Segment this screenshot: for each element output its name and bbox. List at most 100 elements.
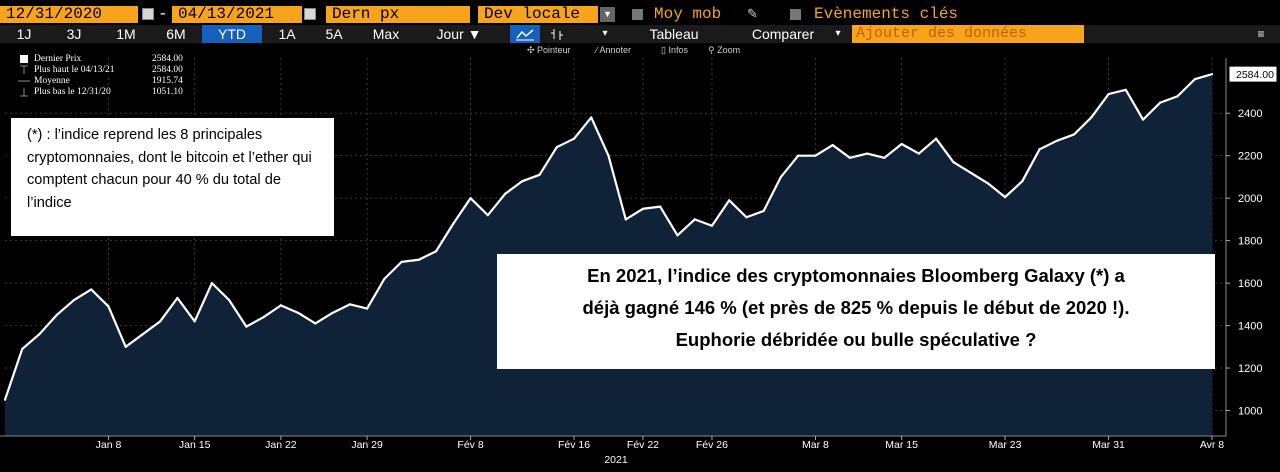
- moving-average-label[interactable]: Moy mob: [654, 5, 722, 23]
- price-line-segment: [452, 197, 472, 225]
- price-line-segment: [986, 182, 1007, 199]
- price-line-segment: [331, 303, 351, 314]
- zoom-tool[interactable]: ⚲ Zoom: [708, 45, 741, 55]
- range-6m[interactable]: 6M: [166, 26, 186, 42]
- checkbox[interactable]: [790, 9, 801, 20]
- x-axis-ticks: Jan 8 Jan 15 Jan 22 Jan 29 Fév 8 Fév 16 Fév 22…: [96, 436, 1224, 451]
- price-line-segment: [952, 160, 972, 174]
- price-line-segment: [383, 260, 403, 280]
- price-line-segment: [521, 173, 541, 183]
- price-line-segment: [676, 218, 696, 237]
- checkbox[interactable]: [632, 9, 643, 20]
- toolbar-ranges: 1J 3J 1M 6M YTD 1A 5A Max Jour ▼ ▾ Table…: [0, 25, 1280, 43]
- range-5y[interactable]: 5A: [325, 26, 343, 42]
- x-tick-label: Jan 15: [179, 439, 211, 451]
- price-line-segment: [366, 277, 386, 310]
- hamburger-icon[interactable]: ≡: [1257, 27, 1265, 41]
- price-line-segment: [245, 315, 265, 328]
- price-line-segment: [90, 288, 110, 308]
- price-line-segment: [917, 137, 938, 155]
- annotate-label: Annoter: [599, 45, 632, 55]
- headline-line-2: déjà gagné 146 % (et près de 825 % depui…: [582, 297, 1130, 318]
- price-line-segment: [779, 154, 800, 179]
- legend-value-last: 2584.00: [152, 54, 183, 64]
- currency-selector[interactable]: Dev locale: [478, 6, 598, 23]
- calendar-icon[interactable]: [304, 8, 316, 20]
- price-line-segment: [1090, 93, 1110, 119]
- price-line-segment: [1055, 133, 1076, 142]
- y-tick-label: 2000: [1238, 193, 1262, 205]
- last-price-box: [1228, 65, 1278, 83]
- end-date-field[interactable]: 04/13/2021: [172, 6, 302, 23]
- pointer-tool[interactable]: ✣ Pointeur: [527, 45, 571, 55]
- price-line-segment: [1124, 88, 1145, 121]
- price-line-segment: [590, 116, 610, 157]
- range-ytd[interactable]: YTD: [202, 25, 262, 43]
- price-line-segment: [572, 116, 593, 140]
- price-line-segment: [624, 207, 645, 221]
- price-line-segment: [400, 258, 420, 263]
- price-line-segment: [728, 199, 748, 219]
- price-line-segment: [124, 332, 145, 348]
- annotate-tool[interactable]: ⁄ Annoter: [596, 45, 632, 55]
- price-line-segment: [503, 180, 524, 196]
- toolbar-top: 12/31/2020 - 04/13/2021 Dern px Dev loca…: [0, 6, 1280, 24]
- x-tick-label: Avr 8: [1200, 439, 1224, 451]
- price-field-selector[interactable]: Dern px: [326, 6, 470, 23]
- price-line-segment: [38, 313, 58, 336]
- price-line-segment: [279, 304, 300, 314]
- calendar-icon[interactable]: [142, 8, 154, 20]
- y-tick-label: 1200: [1238, 363, 1262, 375]
- zoom-label: Zoom: [717, 45, 741, 55]
- price-line-segment: [1159, 95, 1179, 104]
- x-tick-label: Fév 16: [558, 439, 590, 451]
- price-line-segment: [434, 222, 455, 253]
- x-tick-label: Mar 15: [885, 439, 918, 451]
- interval-selector[interactable]: Jour ▼: [436, 26, 482, 42]
- legend-label-last: Dernier Prix: [34, 54, 82, 65]
- add-data-input[interactable]: Ajouter des données: [852, 25, 1084, 43]
- pencil-icon[interactable]: ✎: [747, 6, 758, 21]
- headline-line-3: Euphorie débridée ou bulle spéculative ?: [675, 329, 1037, 350]
- range-3d[interactable]: 3J: [66, 26, 82, 42]
- start-date-field[interactable]: 12/31/2020: [0, 6, 138, 23]
- x-tick-label: Fév 8: [457, 439, 483, 451]
- price-line-segment: [159, 296, 179, 323]
- compare-button[interactable]: Comparer: [751, 26, 815, 42]
- x-tick-label: Fév 22: [627, 439, 659, 451]
- price-line-segment: [883, 142, 903, 159]
- legend-marker-icons: [18, 55, 30, 97]
- chevron-down-icon[interactable]: ▾: [602, 28, 608, 39]
- price-line-segment: [745, 209, 765, 219]
- price-line-segment: [1038, 139, 1058, 151]
- price-line-segment: [1176, 78, 1196, 98]
- price-line-segment: [659, 205, 679, 237]
- price-line-segment: [3, 347, 24, 401]
- y-tick-label: 1400: [1238, 321, 1262, 333]
- price-line-segment: [710, 199, 731, 227]
- legend-value-high: 2584.00: [152, 65, 183, 75]
- range-max[interactable]: Max: [372, 26, 400, 42]
- legend-label-average: Moyenne: [34, 76, 70, 87]
- range-1y[interactable]: 1A: [278, 26, 296, 42]
- line-chart-icon[interactable]: [510, 25, 540, 43]
- range-1d[interactable]: 1J: [16, 26, 32, 42]
- info-label: Infos: [668, 45, 688, 55]
- price-line-segment: [348, 303, 369, 310]
- chevron-down-icon[interactable]: ▼: [600, 7, 615, 22]
- compare-chevron-icon[interactable]: ▾: [835, 28, 841, 39]
- info-tool[interactable]: ▯ Infos: [661, 45, 688, 55]
- x-axis-year-label: 2021: [604, 454, 628, 466]
- bar-chart-icon[interactable]: [544, 25, 570, 43]
- price-line-segment: [693, 218, 714, 227]
- key-events-label[interactable]: Evènements clés: [814, 5, 959, 23]
- price-line-segment: [1193, 73, 1214, 81]
- table-button[interactable]: Tableau: [649, 26, 699, 42]
- range-1m[interactable]: 1M: [116, 26, 136, 42]
- price-line-segment: [176, 296, 196, 323]
- x-tick-label: Jan 8: [96, 439, 122, 451]
- price-line-segment: [1141, 101, 1162, 121]
- price-line-segment: [469, 197, 489, 217]
